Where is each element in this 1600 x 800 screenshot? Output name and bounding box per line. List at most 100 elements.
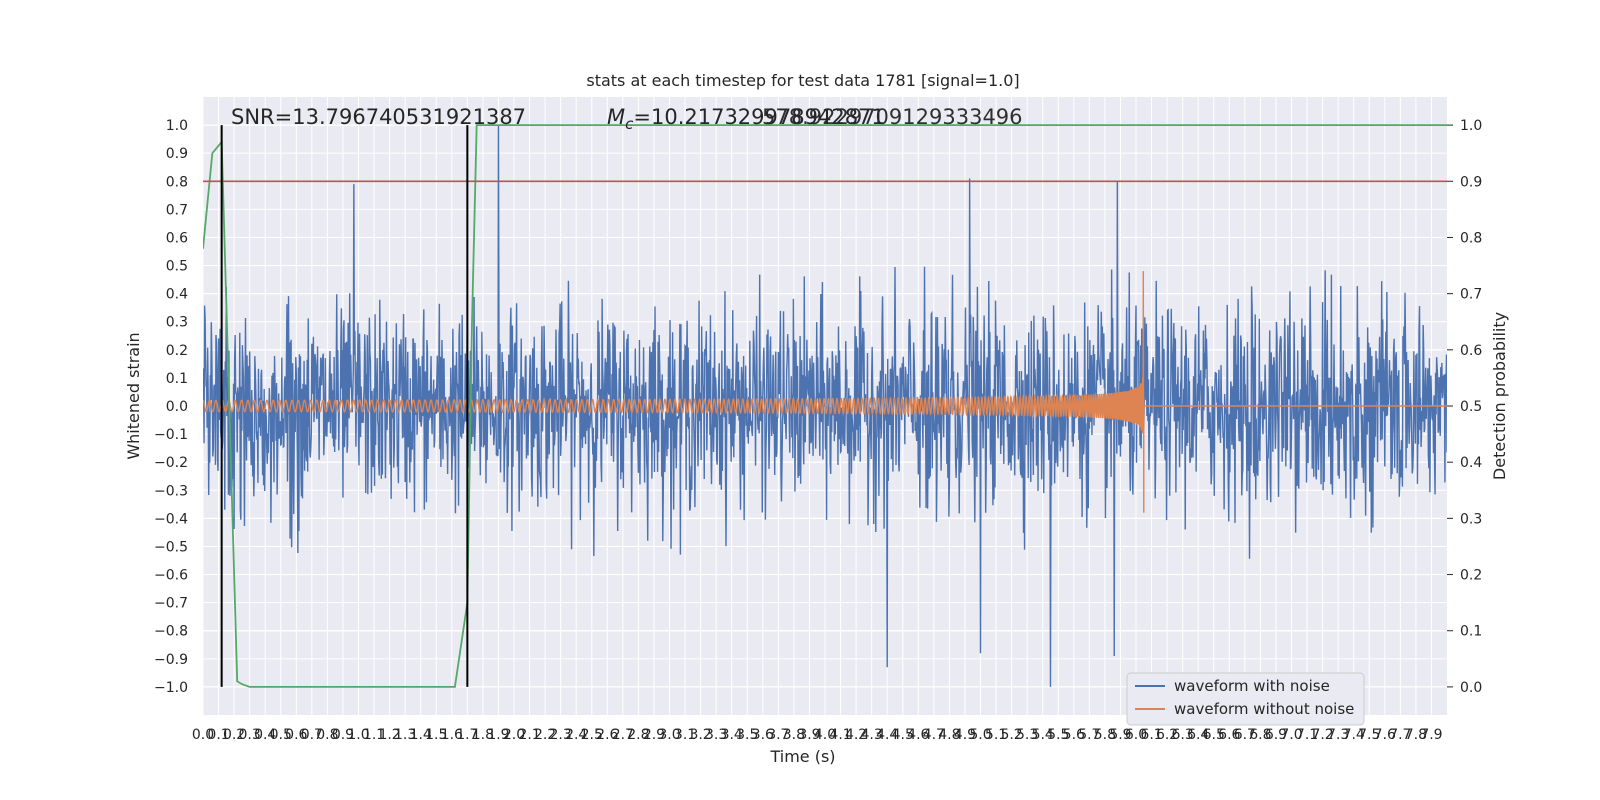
chirp-mass-symbol: M: [607, 105, 625, 129]
x-tick-label: 7.8: [1405, 727, 1427, 743]
y-tick-label: −0.8: [154, 624, 188, 640]
x-tick-label: 5.4: [1032, 727, 1054, 743]
x-tick-label: 0.4: [254, 727, 276, 743]
x-tick-label: 2.2: [534, 727, 556, 743]
y-right-tick-label: 1.0: [1460, 118, 1482, 134]
x-tick-label: 4.3: [861, 727, 883, 743]
x-tick-label: 7.7: [1389, 727, 1411, 743]
x-tick-label: 2.9: [643, 727, 665, 743]
x-tick-label: 2.0: [503, 727, 525, 743]
x-tick-label: 7.3: [1327, 727, 1349, 743]
x-tick-label: 6.4: [1187, 727, 1209, 743]
x-tick-label: 1.8: [472, 727, 494, 743]
y-tick-label: 0.7: [166, 202, 188, 218]
x-tick-label: 6.9: [1265, 727, 1287, 743]
x-tick-label: 5.7: [1078, 727, 1100, 743]
x-tick-label: 2.8: [627, 727, 649, 743]
plot-area: [203, 124, 1447, 688]
series-detection-probability: [203, 124, 1447, 688]
x-tick-label: 6.1: [1140, 727, 1162, 743]
x-tick-label: 3.0: [658, 727, 680, 743]
x-tick-label: 6.3: [1172, 727, 1194, 743]
x-tick-label: 3.6: [752, 727, 774, 743]
x-tick-label: 5.0: [969, 727, 991, 743]
y-right-tick-label: 0.7: [1460, 287, 1482, 303]
vertical-markers: [220, 125, 469, 687]
y-tick-label: −0.9: [154, 652, 188, 668]
x-tick-label: 4.4: [876, 727, 898, 743]
y-right-tick-label: 0.2: [1460, 568, 1482, 584]
x-tick-label: 4.9: [954, 727, 976, 743]
y-right-tick-label: 0.1: [1460, 624, 1482, 640]
x-tick-label: 4.7: [923, 727, 945, 743]
x-tick-label: 2.4: [565, 727, 587, 743]
x-tick-label: 5.9: [1109, 727, 1131, 743]
y-right-tick-label: 0.5: [1460, 399, 1482, 415]
snr-annotation: SNR=13.796740531921387: [231, 105, 526, 129]
y-tick-label: −0.3: [154, 483, 188, 499]
y-tick-label: 1.0: [166, 118, 188, 134]
x-tick-label: 0.9: [332, 727, 354, 743]
x-tick-label: 1.6: [441, 727, 463, 743]
x-tick-label: 2.6: [596, 727, 618, 743]
y-tick-label: −0.7: [154, 596, 188, 612]
legend: waveform with noise waveform without noi…: [1126, 672, 1365, 726]
x-tick-label: 5.5: [1047, 727, 1069, 743]
x-tick-label: 1.2: [378, 727, 400, 743]
x-tick-label: 0.5: [270, 727, 292, 743]
y-tick-label: 0.6: [166, 230, 188, 246]
legend-box: [1126, 672, 1365, 726]
y-axis-label: Whitened strain: [124, 332, 143, 459]
x-tick-label: 2.1: [518, 727, 540, 743]
y-tick-label: −0.5: [154, 539, 188, 555]
x-tick-label: 3.1: [674, 727, 696, 743]
x-tick-label: 4.5: [892, 727, 914, 743]
chirp-mass-subscript: c: [625, 115, 634, 133]
y-tick-label: −0.1: [154, 427, 188, 443]
x-tick-label: 1.5: [425, 727, 447, 743]
y-tick-label: 0.4: [166, 287, 188, 303]
x-tick-label: 6.6: [1218, 727, 1240, 743]
x-tick-label: 3.8: [783, 727, 805, 743]
x-tick-label: 0.0: [192, 727, 214, 743]
series-waveform-without-noise: [203, 271, 1447, 513]
x-tick-label: 0.2: [223, 727, 245, 743]
y-tick-label: 0.1: [166, 371, 188, 387]
y-right-tick-label: 0.6: [1460, 343, 1482, 359]
x-tick-label: 1.3: [394, 727, 416, 743]
x-tick-label: 3.9: [798, 727, 820, 743]
x-tick-label: 1.0: [347, 727, 369, 743]
y-tick-label: 0.5: [166, 259, 188, 275]
x-tick-label: 7.2: [1311, 727, 1333, 743]
y-tick-label: 0.3: [166, 315, 188, 331]
x-tick-label: 1.9: [487, 727, 509, 743]
legend-label-clean: waveform without noise: [1174, 700, 1354, 718]
x-axis-ticks: 0.00.10.20.30.40.50.60.70.80.91.01.11.21…: [192, 727, 1443, 743]
y-right-tick-label: 0.0: [1460, 680, 1482, 696]
x-tick-label: 4.6: [907, 727, 929, 743]
y-axis-ticks: 1.0 0.9 0.8 0.7 0.6 0.5 0.4 0.3 0.2 0.1 0.0 −0.1 −0.…: [154, 118, 188, 696]
y-right-tick-label: 0.8: [1460, 230, 1482, 246]
chart-title: stats at each timestep for test data 178…: [586, 71, 1019, 90]
y-tick-label: −0.4: [154, 511, 188, 527]
x-tick-label: 4.8: [938, 727, 960, 743]
y-axis-right-ticks: 1.0 0.9 0.8 0.7 0.6 0.5 0.4 0.3 0.2 0.1 0.0: [1447, 118, 1482, 696]
x-tick-label: 3.5: [736, 727, 758, 743]
chirp-mass-annotation: Mc=10.217329978942871: [607, 105, 885, 133]
x-tick-label: 3.7: [767, 727, 789, 743]
x-tick-label: 2.3: [550, 727, 572, 743]
x-tick-label: 3.4: [721, 727, 743, 743]
x-tick-label: 0.1: [207, 727, 229, 743]
x-tick-label: 6.8: [1249, 727, 1271, 743]
legend-label-noise: waveform with noise: [1174, 677, 1330, 695]
x-tick-label: 6.5: [1203, 727, 1225, 743]
y-tick-label: 0.9: [166, 146, 188, 162]
x-tick-label: 6.2: [1156, 727, 1178, 743]
x-tick-label: 6.7: [1234, 727, 1256, 743]
y-axis-right-label: Detection probability: [1490, 312, 1509, 480]
y-tick-label: −0.2: [154, 455, 188, 471]
y-right-tick-label: 0.9: [1460, 174, 1482, 190]
x-tick-label: 7.9: [1420, 727, 1442, 743]
x-tick-label: 7.6: [1374, 727, 1396, 743]
